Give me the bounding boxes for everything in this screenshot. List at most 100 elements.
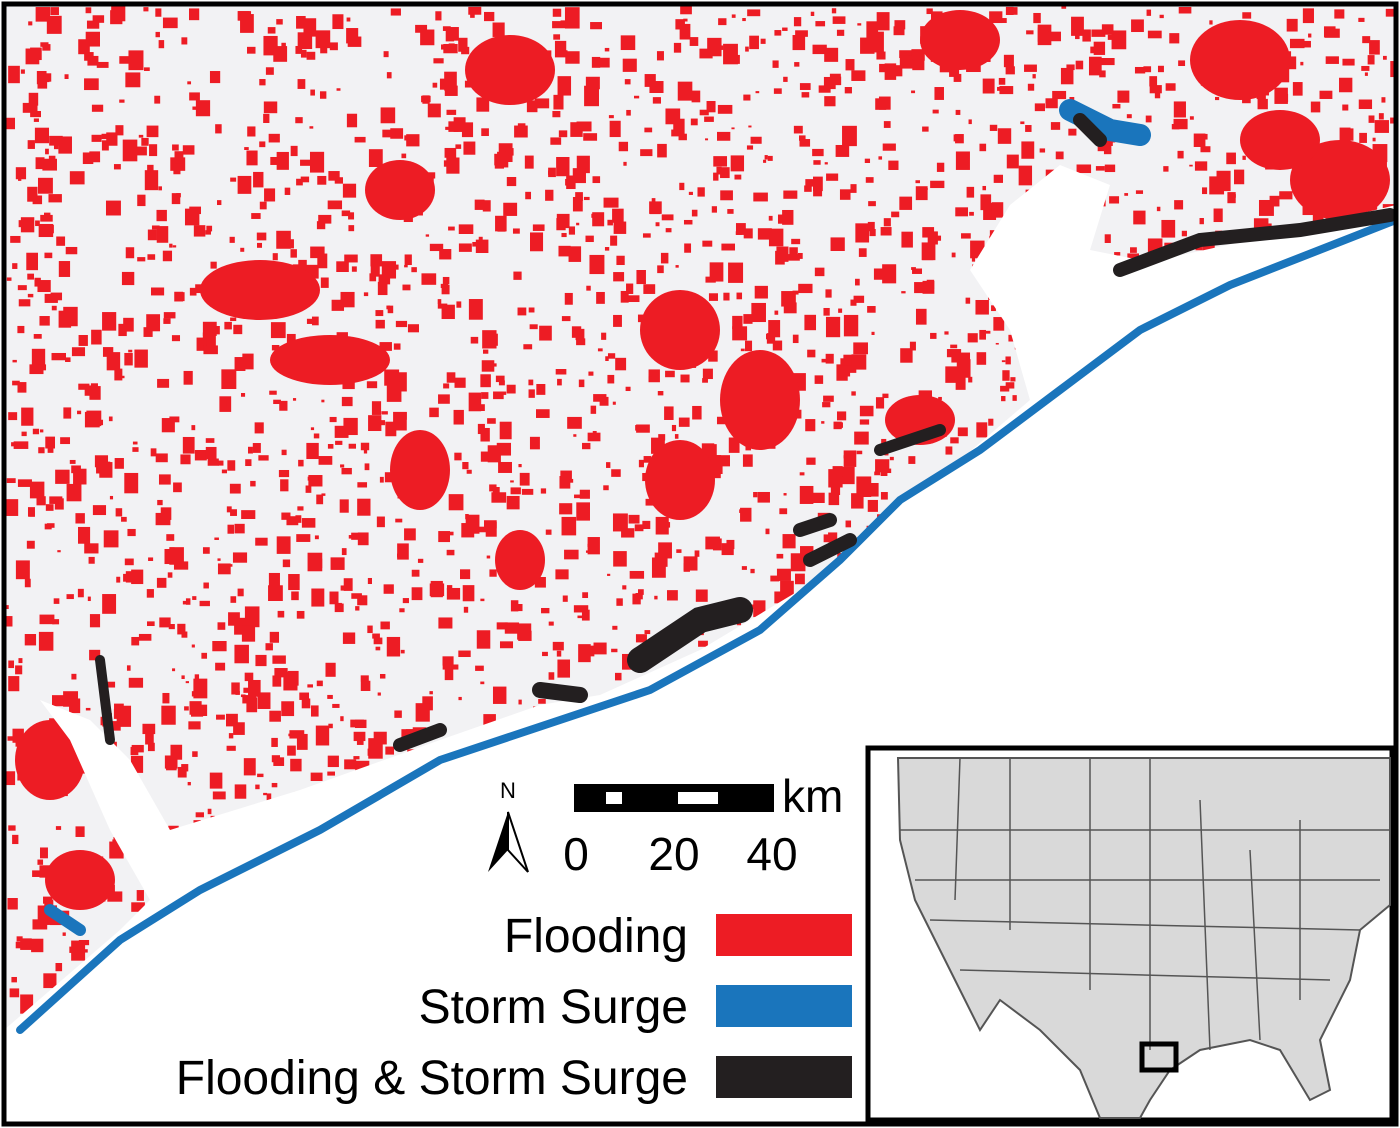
flood-pixel: [988, 418, 994, 426]
flood-pixel: [576, 222, 580, 226]
flood-pixel: [739, 509, 743, 513]
flood-pixel: [26, 540, 35, 549]
flood-pixel: [506, 495, 520, 510]
flood-pixel: [259, 201, 267, 210]
flood-pixel: [836, 29, 845, 36]
legend-swatch: [716, 914, 852, 956]
legend-label: Flooding: [504, 910, 688, 963]
flood-pixel: [997, 18, 1007, 23]
flood-pixel: [502, 391, 507, 395]
flood-pixel: [843, 314, 859, 337]
flood-pixel: [310, 427, 315, 431]
flood-pixel: [841, 466, 855, 485]
flood-pixel: [1177, 150, 1184, 159]
flood-pixel: [131, 569, 144, 585]
flood-pixel: [28, 21, 33, 26]
flood-pixel: [581, 609, 590, 621]
flood-pixel: [492, 487, 500, 494]
flood-pixel: [328, 723, 333, 729]
flood-pixel: [747, 9, 761, 17]
flood-pixel: [411, 569, 420, 577]
flood-pixel: [495, 215, 507, 232]
flood-pixel: [217, 558, 221, 561]
flood-pixel: [318, 214, 332, 224]
flood-pixel: [280, 479, 289, 492]
flood-pixel: [272, 655, 286, 664]
flood-pixel: [71, 347, 86, 357]
flood-pixel: [721, 543, 734, 556]
flood-pixel: [344, 759, 357, 770]
flood-pixel: [446, 587, 461, 600]
flood-pixel: [697, 187, 705, 197]
flood-pixel: [1075, 60, 1084, 70]
flood-pixel: [901, 231, 913, 248]
flood-pixel: [1173, 118, 1188, 130]
flood-pixel: [377, 281, 388, 296]
flood-pixel: [797, 252, 803, 259]
flood-pixel: [720, 190, 733, 201]
flood-pixel: [883, 121, 891, 128]
flood-pixel: [288, 574, 300, 591]
flood-pixel: [1161, 219, 1176, 238]
flood-pixel: [371, 401, 382, 415]
flood-pixel: [474, 199, 485, 210]
flood-pixel: [590, 22, 603, 30]
flood-pixel: [376, 516, 385, 528]
flood-pixel: [276, 230, 291, 249]
flood-pixel: [51, 305, 57, 311]
flood-area: [1240, 110, 1320, 170]
flood-pixel: [375, 310, 384, 317]
flood-pixel: [172, 144, 179, 151]
flood-pixel: [296, 610, 305, 619]
flood-pixel: [556, 213, 570, 229]
flood-pixel: [268, 133, 280, 143]
flood-pixel: [425, 234, 430, 237]
flood-pixel: [487, 418, 496, 424]
flood-pixel: [130, 746, 139, 756]
flood-pixel: [512, 228, 520, 234]
flood-pixel: [1189, 116, 1194, 120]
flood-pixel: [470, 336, 479, 344]
flood-pixel: [1066, 64, 1075, 71]
flood-pixel: [478, 236, 483, 240]
flood-pixel: [553, 94, 564, 110]
flood-pixel: [788, 254, 800, 261]
flood-pixel: [368, 149, 383, 167]
flood-pixel: [924, 188, 928, 190]
scale-bar: km 0 20 40: [563, 770, 843, 880]
flood-pixel: [234, 644, 249, 664]
flood-pixel: [542, 651, 548, 657]
flood-pixel: [482, 349, 489, 354]
flood-pixel: [955, 376, 966, 390]
flood-pixel: [583, 196, 590, 201]
flood-pixel: [908, 456, 916, 464]
flood-pixel: [360, 675, 369, 682]
flood-pixel: [880, 469, 888, 476]
flood-pixel: [344, 254, 358, 263]
flood-pixel: [1359, 132, 1367, 143]
flood-pixel: [506, 176, 517, 187]
flood-pixel: [643, 456, 652, 463]
flood-pixel: [727, 244, 734, 249]
flood-pixel: [438, 531, 451, 543]
flood-pixel: [607, 573, 611, 576]
flood-pixel: [552, 8, 562, 17]
flood-pixel: [1178, 60, 1186, 67]
flood-pixel: [792, 35, 806, 51]
flood-pixel: [805, 179, 817, 187]
flood-pixel: [1154, 92, 1161, 99]
flood-pixel: [1292, 82, 1303, 96]
flood-pixel: [999, 86, 1014, 95]
flood-pixel: [955, 207, 969, 217]
flood-pixel: [930, 332, 937, 339]
flood-pixel: [257, 692, 271, 709]
flood-pixel: [624, 79, 631, 85]
flood-pixel: [612, 625, 618, 630]
flood-pixel: [911, 90, 916, 94]
flood-pixel: [122, 139, 138, 162]
flood-pixel: [437, 303, 448, 309]
flood-pixel: [899, 55, 913, 69]
flood-pixel: [694, 550, 700, 557]
flood-pixel: [455, 144, 462, 149]
flood-pixel: [557, 378, 562, 386]
